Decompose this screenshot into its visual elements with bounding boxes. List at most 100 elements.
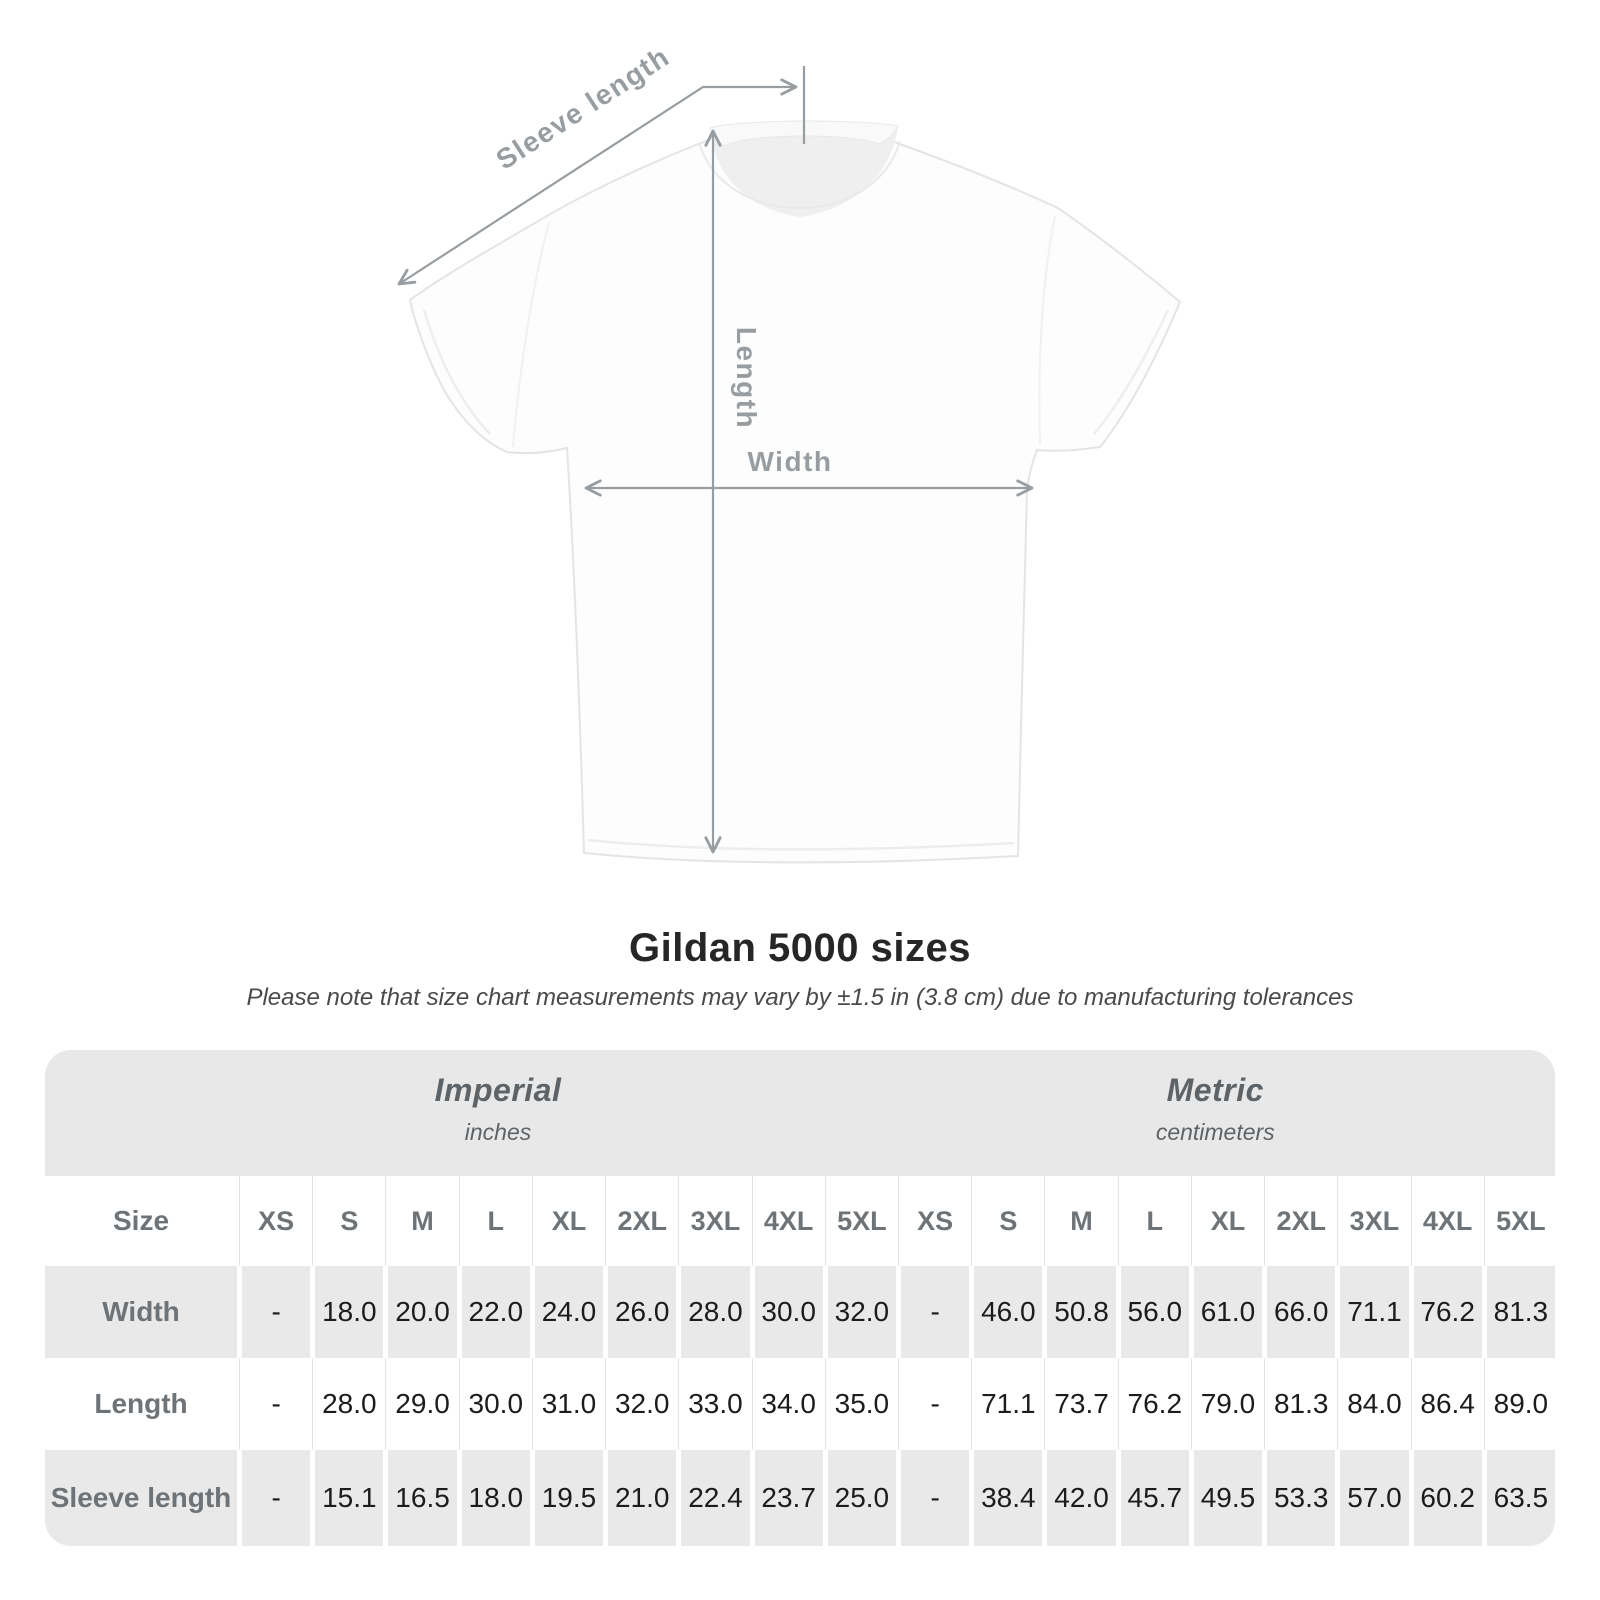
table-cell: 34.0	[751, 1358, 823, 1450]
table-cell: 76.2	[1117, 1358, 1189, 1450]
table-cell: -	[242, 1450, 311, 1546]
sleeve-length-arrow	[397, 78, 798, 286]
left-cuff-seam	[422, 309, 491, 435]
row-label: Sleeve length	[45, 1450, 237, 1546]
size-header: XS	[238, 1176, 311, 1266]
table-cell: 45.7	[1120, 1450, 1189, 1546]
table-cell: 15.1	[315, 1450, 384, 1546]
tshirt-diagram-svg: Sleeve length Length Width	[397, 41, 1182, 864]
table-cell: 23.7	[754, 1450, 823, 1546]
size-header: 3XL	[1337, 1176, 1409, 1266]
size-header: 4XL	[1410, 1176, 1482, 1266]
table-cell: 42.0	[1047, 1450, 1116, 1546]
table-cell: -	[242, 1266, 311, 1358]
size-column-title: Size	[45, 1176, 237, 1266]
table-cell: 24.0	[534, 1266, 604, 1358]
table-cell: 30.0	[754, 1266, 823, 1358]
size-header: 2XL	[605, 1176, 677, 1266]
table-cell: 89.0	[1483, 1358, 1555, 1450]
table-cell: 56.0	[1120, 1266, 1189, 1358]
table-cell: 50.8	[1047, 1266, 1116, 1358]
unit-group-header: Imperial inches Metric centimeters	[45, 1050, 1555, 1176]
length-row: Length - 28.0 29.0 30.0 31.0 32.0 33.0 3…	[45, 1358, 1555, 1450]
size-chart-table: Imperial inches Metric centimeters Size …	[45, 1050, 1555, 1546]
table-cell: 22.4	[681, 1450, 750, 1546]
table-cell: 63.5	[1486, 1450, 1555, 1546]
table-cell: 35.0	[824, 1358, 896, 1450]
metric-group-name: Metric	[1166, 1072, 1264, 1108]
table-cell: 26.0	[608, 1266, 677, 1358]
table-cell: 33.0	[678, 1358, 750, 1450]
table-cell: 73.7	[1044, 1358, 1116, 1450]
table-cell: 29.0	[385, 1358, 457, 1450]
size-header: XS	[897, 1176, 970, 1266]
size-header: M	[385, 1176, 457, 1266]
table-cell: 18.0	[461, 1450, 530, 1546]
table-cell: 81.3	[1486, 1266, 1555, 1358]
table-cell: 38.4	[974, 1450, 1043, 1546]
table-cell: -	[238, 1358, 311, 1450]
table-cell: 21.0	[608, 1450, 677, 1546]
width-row: Width - 18.0 20.0 22.0 24.0 26.0 28.0 30…	[45, 1266, 1555, 1358]
table-cell: 49.5	[1193, 1450, 1263, 1546]
table-cell: 66.0	[1267, 1266, 1336, 1358]
table-cell: 84.0	[1337, 1358, 1409, 1450]
size-header: 5XL	[824, 1176, 896, 1266]
table-cell: 28.0	[681, 1266, 750, 1358]
measurement-annotations	[397, 66, 1034, 854]
size-header: L	[458, 1176, 530, 1266]
table-cell: 32.0	[605, 1358, 677, 1450]
page-title: Gildan 5000 sizes	[628, 926, 971, 970]
table-cell: 86.4	[1410, 1358, 1482, 1450]
size-header: S	[971, 1176, 1043, 1266]
tshirt-illustration	[408, 120, 1182, 864]
tshirt-body	[408, 126, 1182, 864]
metric-group-unit: centimeters	[1155, 1119, 1275, 1145]
imperial-group-unit: inches	[464, 1119, 532, 1145]
width-label: Width	[748, 446, 833, 477]
size-header: S	[312, 1176, 384, 1266]
table-cell: 18.0	[315, 1266, 384, 1358]
table-cell: 22.0	[461, 1266, 530, 1358]
table-cell: 79.0	[1190, 1358, 1263, 1450]
table-cell: 30.0	[458, 1358, 530, 1450]
size-header: XL	[1190, 1176, 1263, 1266]
size-header: 5XL	[1483, 1176, 1555, 1266]
row-label: Width	[45, 1266, 237, 1358]
table-cell: 25.0	[827, 1450, 896, 1546]
table-cell: 57.0	[1340, 1450, 1409, 1546]
table-cell: 46.0	[974, 1266, 1043, 1358]
table-cell: -	[897, 1358, 970, 1450]
size-header: 3XL	[678, 1176, 750, 1266]
sleeve-length-label: Sleeve length	[491, 41, 676, 176]
table-cell: 81.3	[1264, 1358, 1336, 1450]
length-label: Length	[731, 327, 762, 429]
table-cell: 71.1	[1340, 1266, 1409, 1358]
table-cell: 60.2	[1413, 1450, 1482, 1546]
hem-seam	[587, 838, 1015, 851]
table-cell: 61.0	[1193, 1266, 1263, 1358]
right-sleeve-seam	[1038, 215, 1056, 446]
table-cell: 53.3	[1267, 1450, 1336, 1546]
table-cell: 16.5	[388, 1450, 457, 1546]
table-cell: 28.0	[312, 1358, 384, 1450]
size-header: M	[1044, 1176, 1116, 1266]
metric-group-header: Metric centimeters	[1156, 1072, 1275, 1146]
table-cell: 31.0	[531, 1358, 604, 1450]
table-cell: -	[900, 1266, 970, 1358]
imperial-group-name: Imperial	[434, 1072, 562, 1108]
table-cell: 71.1	[971, 1358, 1043, 1450]
table-cell: 19.5	[534, 1450, 604, 1546]
size-header-row: Size XS S M L XL 2XL 3XL 4XL 5XL XS S M …	[45, 1176, 1555, 1266]
table-cell: -	[900, 1450, 970, 1546]
table-cell: 32.0	[827, 1266, 896, 1358]
imperial-group-header: Imperial inches	[435, 1072, 562, 1146]
size-header: 2XL	[1264, 1176, 1336, 1266]
table-cell: 76.2	[1413, 1266, 1482, 1358]
size-header: 4XL	[751, 1176, 823, 1266]
table-cell: 20.0	[388, 1266, 457, 1358]
size-header: XL	[531, 1176, 604, 1266]
size-header: L	[1117, 1176, 1189, 1266]
tshirt-measurement-diagram: Sleeve length Length Width	[397, 41, 1182, 864]
row-label: Length	[45, 1358, 237, 1450]
